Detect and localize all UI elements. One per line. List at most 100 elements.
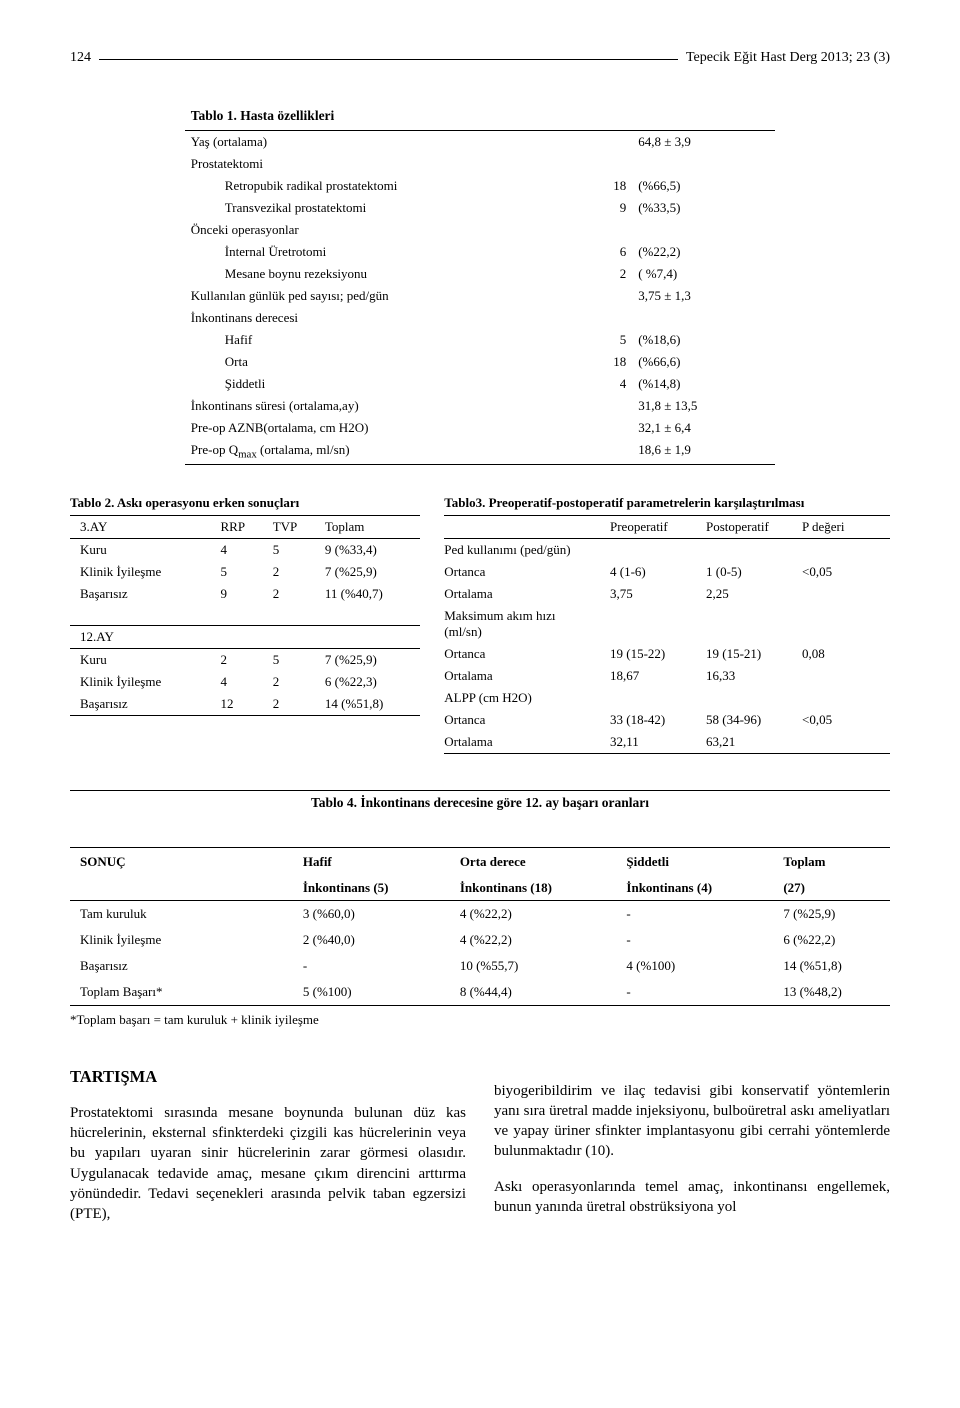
t3-cell: [794, 605, 890, 643]
table-2: 3.AY RRP TVP Toplam Kuru459 (%33,4)Klini…: [70, 515, 420, 716]
t4-cell: 4 (%100): [616, 953, 773, 979]
t3-cell: 16,33: [698, 665, 794, 687]
t1-v: (%66,6): [632, 351, 775, 373]
page-number: 124: [70, 50, 91, 66]
header-rule: [99, 50, 678, 60]
t1-v: (%33,5): [632, 197, 775, 219]
table-4: SONUÇ Hafif Orta derece Şiddetli Toplam …: [70, 847, 890, 1006]
t3-cell: <0,05: [794, 561, 890, 583]
t1-n: 9: [566, 197, 632, 219]
t3-cell: <0,05: [794, 709, 890, 731]
t1-label: Transvezikal prostatektomi: [185, 197, 566, 219]
t2-cell: 11 (%40,7): [315, 583, 420, 605]
t2-cell: 14 (%51,8): [315, 693, 420, 716]
t1-n: 18: [566, 175, 632, 197]
t4-cell: 6 (%22,2): [773, 927, 890, 953]
t1-n: 5: [566, 329, 632, 351]
discussion-columns: TARTIŞMA Prostatektomi sırasında mesane …: [70, 1066, 890, 1240]
t1-v: [632, 307, 775, 329]
t4-cell: Toplam Başarı*: [70, 979, 293, 1006]
t3-cell: 1 (0-5): [698, 561, 794, 583]
discussion-right: biyogeribildirim ve ilaç tedavisi gibi k…: [494, 1066, 890, 1240]
t3-cell: [602, 605, 698, 643]
t4-cell: Başarısız: [70, 953, 293, 979]
discussion-right-para-2: Askı operasyonlarında temel amaç, inkont…: [494, 1177, 890, 1218]
t3-h3: P değeri: [794, 515, 890, 538]
t1-n: [566, 417, 632, 439]
table-2-title: Tablo 2. Askı operasyonu erken sonuçları: [70, 495, 420, 511]
t2-cell: 6 (%22,3): [315, 671, 420, 693]
t2-cell: Klinik İyileşme: [70, 561, 211, 583]
t3-cell: 18,67: [602, 665, 698, 687]
t1-label: Mesane boynu rezeksiyonu: [185, 263, 566, 285]
t2-cell: 5: [263, 648, 315, 671]
t1-n: [566, 131, 632, 154]
t1-label: Retropubik radikal prostatektomi: [185, 175, 566, 197]
t1-label: İnternal Üretrotomi: [185, 241, 566, 263]
t4-h1-2: Orta derece: [450, 847, 617, 875]
t2-h0: 3.AY: [70, 515, 211, 538]
t4-cell: 2 (%40,0): [293, 927, 450, 953]
t3-cell: 63,21: [698, 731, 794, 754]
t1-label: Hafif: [185, 329, 566, 351]
t3-cell: ALPP (cm H2O): [444, 687, 602, 709]
table-3: Preoperatif Postoperatif P değeri Ped ku…: [444, 515, 890, 754]
t2-cell: 2: [211, 648, 263, 671]
t2-cell: 12: [211, 693, 263, 716]
t4-cell: -: [616, 927, 773, 953]
page-header: 124 Tepecik Eğit Hast Derg 2013; 23 (3): [70, 50, 890, 66]
t2-cell: 2: [263, 561, 315, 583]
t4-cell: 8 (%44,4): [450, 979, 617, 1006]
table-4-footnote: *Toplam başarı = tam kuruluk + klinik iy…: [70, 1012, 890, 1028]
t1-label: Kullanılan günlük ped sayısı; ped/gün: [185, 285, 566, 307]
t3-cell: 2,25: [698, 583, 794, 605]
t1-n: [566, 307, 632, 329]
t3-cell: Ortalama: [444, 731, 602, 754]
discussion-left: TARTIŞMA Prostatektomi sırasında mesane …: [70, 1066, 466, 1240]
t2-cell: 2: [263, 583, 315, 605]
t4-h1-1: Hafif: [293, 847, 450, 875]
t1-v: 31,8 ± 13,5: [632, 395, 775, 417]
t3-cell: [794, 538, 890, 561]
t3-cell: Ortalama: [444, 583, 602, 605]
t1-n: [566, 285, 632, 307]
t2-cell: 5: [263, 538, 315, 561]
t2-sec: 12.AY: [70, 625, 211, 648]
t1-label: Pre-op AZNB(ortalama, cm H2O): [185, 417, 566, 439]
t3-cell: 32,11: [602, 731, 698, 754]
t3-cell: 3,75: [602, 583, 698, 605]
t2-cell: 4: [211, 538, 263, 561]
t4-h2-0: [70, 875, 293, 901]
t1-n: [566, 153, 632, 175]
t1-n: [566, 219, 632, 241]
t4-h1-4: Toplam: [773, 847, 890, 875]
t1-n: 18: [566, 351, 632, 373]
t3-h1: Preoperatif: [602, 515, 698, 538]
t3-cell: Maksimum akım hızı (ml/sn): [444, 605, 602, 643]
t4-h1-0: SONUÇ: [70, 847, 293, 875]
t2-cell: Kuru: [70, 648, 211, 671]
t1-v: 32,1 ± 6,4: [632, 417, 775, 439]
t3-cell: [698, 538, 794, 561]
t4-cell: -: [616, 979, 773, 1006]
t1-label: Prostatektomi: [185, 153, 566, 175]
t1-v: (%22,2): [632, 241, 775, 263]
t2-cell: 2: [263, 693, 315, 716]
t1-n: 2: [566, 263, 632, 285]
t1-label: İnkontinans derecesi: [185, 307, 566, 329]
t4-h2-1: İnkontinans (5): [293, 875, 450, 901]
t1-v: ( %7,4): [632, 263, 775, 285]
t4-cell: 4 (%22,2): [450, 900, 617, 927]
t2-cell: Klinik İyileşme: [70, 671, 211, 693]
t1-label: Pre-op Qmax (ortalama, ml/sn): [185, 439, 566, 464]
t2-cell: Başarısız: [70, 693, 211, 716]
t3-cell: 33 (18-42): [602, 709, 698, 731]
t1-label: Yaş (ortalama): [185, 131, 566, 154]
t1-n: 6: [566, 241, 632, 263]
t2-cell: 7 (%25,9): [315, 648, 420, 671]
t3-cell: [794, 687, 890, 709]
t1-n: [566, 395, 632, 417]
t2-cell: 9 (%33,4): [315, 538, 420, 561]
t4-cell: -: [616, 900, 773, 927]
t2-h3: Toplam: [315, 515, 420, 538]
